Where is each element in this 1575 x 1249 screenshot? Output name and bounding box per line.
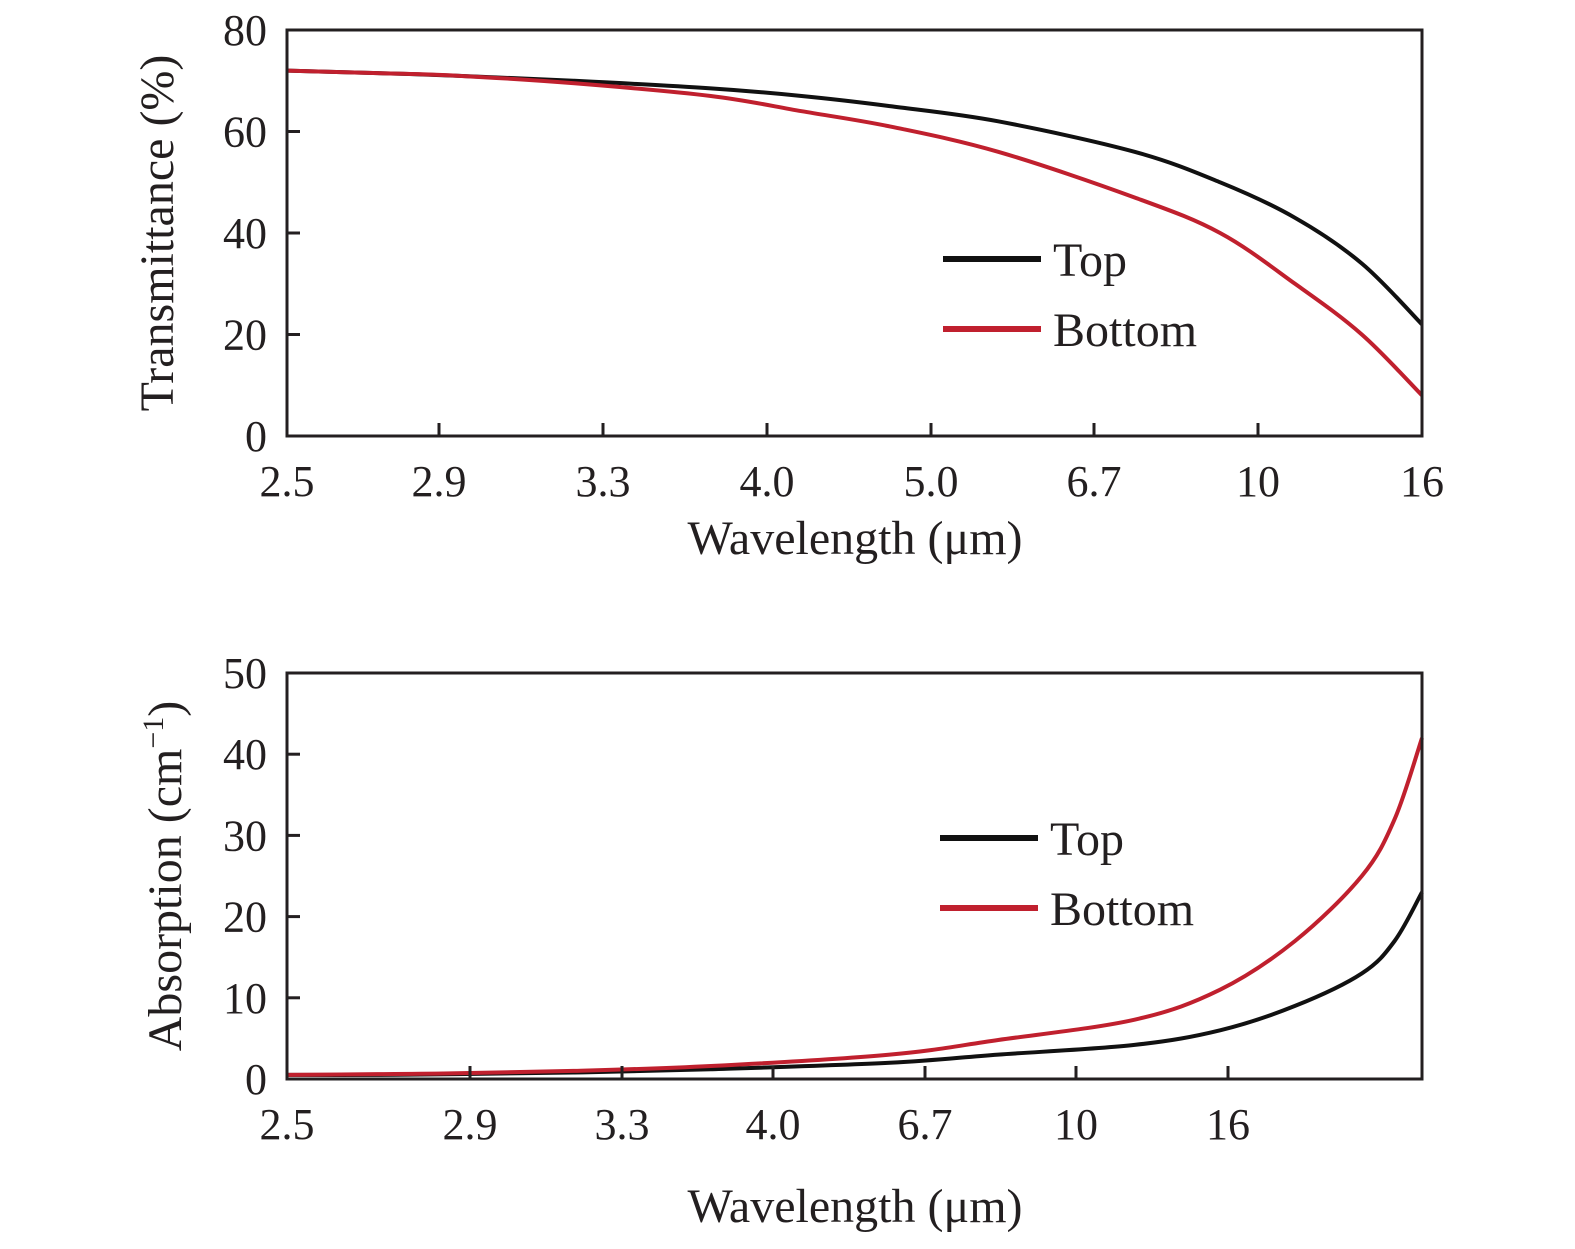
absorption-series-group: [286, 737, 1424, 1077]
absorption-y-title-end: ): [139, 701, 192, 717]
transmittance-x-tick-label: 16: [1400, 457, 1444, 506]
transmittance-legend: Top Bottom: [943, 234, 1197, 357]
transmittance-chart: 0 20 40 60 80 2.5 2.9 3.3 4.0 5.0 6.7 10 16 Waveleng…: [131, 6, 1444, 565]
transmittance-x-tick-label: 6.7: [1067, 457, 1122, 506]
absorption-y-axis-title: Absorption (cm−1): [137, 701, 192, 1052]
transmittance-y-tick-label: 60: [223, 108, 267, 157]
absorption-x-tick-label: 4.0: [746, 1100, 801, 1149]
transmittance-ticks-group: 0 20 40 60 80 2.5 2.9 3.3 4.0 5.0 6.7 10 16: [223, 6, 1444, 506]
absorption-x-tick-label: 6.7: [898, 1100, 953, 1149]
transmittance-series-top-line: [286, 68, 1424, 326]
transmittance-x-tick-label: 4.0: [740, 457, 795, 506]
absorption-series-bottom-line: [286, 737, 1424, 1077]
legend-label-top: Top: [1053, 234, 1127, 287]
absorption-chart: 0 10 20 30 40 50 2.5 2.9 3.3 4.0 6.7 10 16 Wavelengt…: [137, 649, 1424, 1233]
transmittance-x-tick-label: 10: [1236, 457, 1280, 506]
absorption-x-tick-label: 3.3: [595, 1100, 650, 1149]
absorption-x-tick-label: 2.9: [443, 1100, 498, 1149]
absorption-y-tick-label: 30: [223, 811, 267, 860]
transmittance-y-tick-label: 20: [223, 311, 267, 360]
transmittance-x-tick-label: 3.3: [576, 457, 631, 506]
absorption-y-title-sup: −1: [137, 717, 170, 749]
absorption-plot-frame: [285, 671, 1424, 1081]
transmittance-plot-frame: [285, 28, 1424, 438]
transmittance-y-axis-title: Transmittance (%): [131, 55, 184, 412]
absorption-y-title-base: Absorption (cm: [139, 749, 192, 1052]
transmittance-x-tick-label: 2.5: [260, 457, 315, 506]
absorption-ticks-group: 0 10 20 30 40 50 2.5 2.9 3.3 4.0 6.7 10 16: [223, 649, 1250, 1149]
absorption-x-tick-label: 2.5: [260, 1100, 315, 1149]
legend-label-bottom: Bottom: [1053, 304, 1197, 357]
transmittance-x-tick-label: 5.0: [904, 457, 959, 506]
absorption-x-tick-label: 10: [1054, 1100, 1098, 1149]
absorption-x-axis-title: Wavelength (μm): [687, 1180, 1022, 1233]
absorption-y-tick-label: 20: [223, 893, 267, 942]
absorption-x-tick-label: 16: [1206, 1100, 1250, 1149]
transmittance-series-bottom-line: [286, 68, 1424, 397]
transmittance-y-tick-label: 40: [223, 209, 267, 258]
absorption-y-tick-label: 10: [223, 974, 267, 1023]
absorption-y-tick-label: 0: [245, 1055, 267, 1104]
transmittance-y-tick-label: 0: [245, 412, 267, 461]
absorption-y-tick-label: 40: [223, 730, 267, 779]
absorption-series-top-line: [286, 891, 1424, 1077]
absorption-y-tick-label: 50: [223, 649, 267, 698]
legend-label-bottom: Bottom: [1050, 883, 1194, 936]
transmittance-y-tick-label: 80: [223, 6, 267, 55]
absorption-legend: Top Bottom: [940, 813, 1194, 936]
transmittance-series-group: [286, 68, 1424, 397]
legend-label-top: Top: [1050, 813, 1124, 866]
transmittance-x-axis-title: Wavelength (μm): [687, 512, 1022, 565]
transmittance-x-tick-label: 2.9: [412, 457, 467, 506]
